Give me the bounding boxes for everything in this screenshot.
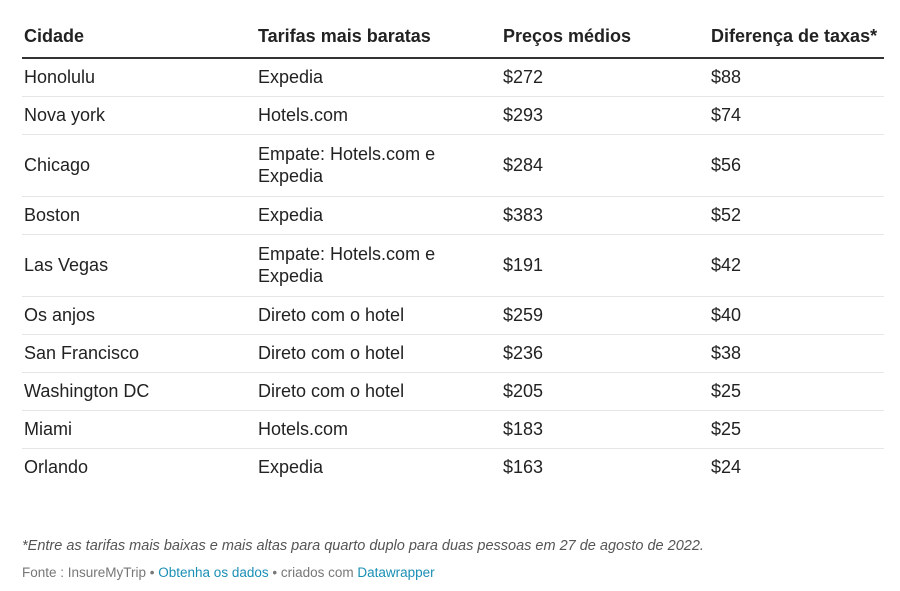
table-row: Os anjos Direto com o hotel $259 $40 <box>22 296 884 335</box>
cell-preco: $272 <box>501 58 709 97</box>
cell-tarifas: Direto com o hotel <box>256 296 501 335</box>
cell-cidade: Miami <box>22 410 256 449</box>
table-row: Washington DC Direto com o hotel $205 $2… <box>22 372 884 411</box>
cell-cidade: Os anjos <box>22 296 256 335</box>
cell-cidade: Boston <box>22 196 256 235</box>
cell-cidade: Washington DC <box>22 372 256 411</box>
cell-preco: $293 <box>501 96 709 135</box>
cell-tarifas: Expedia <box>256 58 501 97</box>
cell-cidade: Chicago <box>22 134 256 197</box>
cell-preco: $205 <box>501 372 709 411</box>
table-header-row: Cidade Tarifas mais baratas Preços médio… <box>22 8 884 59</box>
cell-cidade: Las Vegas <box>22 234 256 297</box>
cell-preco: $284 <box>501 134 709 197</box>
table-footnote: *Entre as tarifas mais baixas e mais alt… <box>22 538 704 554</box>
cell-diferenca: $25 <box>709 410 884 449</box>
source-prefix: Fonte : InsureMyTrip • <box>22 565 159 580</box>
cell-diferenca: $56 <box>709 134 884 197</box>
column-header-tarifas: Tarifas mais baratas <box>256 8 501 59</box>
cell-diferenca: $42 <box>709 234 884 297</box>
cell-preco: $163 <box>503 457 544 478</box>
cell-diferenca: $74 <box>709 96 884 135</box>
table-row: Boston Expedia $383 $52 <box>22 196 884 235</box>
cell-preco: $236 <box>501 334 709 373</box>
cell-tarifas: Hotels.com <box>256 96 501 135</box>
cell-tarifas: Expedia <box>258 457 324 478</box>
cell-cidade: Orlando <box>24 457 89 478</box>
cell-tarifas: Empate: Hotels.com e Expedia <box>256 134 501 197</box>
table-row: Honolulu Expedia $272 $88 <box>22 58 884 97</box>
cell-diferenca: $25 <box>709 372 884 411</box>
cell-tarifas: Empate: Hotels.com e Expedia <box>256 234 501 297</box>
datawrapper-link[interactable]: Datawrapper <box>357 565 435 580</box>
cell-preco: $383 <box>501 196 709 235</box>
column-header-cidade: Cidade <box>22 8 256 59</box>
cell-preco: $191 <box>501 234 709 297</box>
cell-diferenca: $40 <box>709 296 884 335</box>
cell-preco: $183 <box>501 410 709 449</box>
column-header-diferenca: Diferença de taxas* <box>709 8 884 59</box>
get-data-link[interactable]: Obtenha os dados <box>158 565 269 580</box>
cell-tarifas: Hotels.com <box>256 410 501 449</box>
source-middle: • criados com <box>268 565 358 580</box>
cell-tarifas: Direto com o hotel <box>256 372 501 411</box>
cell-diferenca: $88 <box>709 58 884 97</box>
cell-preco: $259 <box>501 296 709 335</box>
table-row: Orlando Expedia $163 $24 <box>22 448 884 486</box>
cell-diferenca: $38 <box>709 334 884 373</box>
source-line: Fonte : InsureMyTrip • Obtenha os dados … <box>22 565 435 580</box>
table-row: Las Vegas Empate: Hotels.com e Expedia $… <box>22 234 884 297</box>
table-row: San Francisco Direto com o hotel $236 $3… <box>22 334 884 373</box>
cell-cidade: San Francisco <box>22 334 256 373</box>
city-fares-table: Cidade Tarifas mais baratas Preços médio… <box>22 8 884 486</box>
cell-tarifas: Direto com o hotel <box>256 334 501 373</box>
cell-cidade: Nova york <box>22 96 256 135</box>
cell-tarifas: Expedia <box>256 196 501 235</box>
cell-diferenca: $52 <box>709 196 884 235</box>
column-header-precos: Preços médios <box>501 8 709 59</box>
cell-cidade: Honolulu <box>22 58 256 97</box>
table-row: Miami Hotels.com $183 $25 <box>22 410 884 449</box>
table-row: Chicago Empate: Hotels.com e Expedia $28… <box>22 134 884 197</box>
table-row: Nova york Hotels.com $293 $74 <box>22 96 884 135</box>
cell-diferenca: $24 <box>711 457 742 478</box>
